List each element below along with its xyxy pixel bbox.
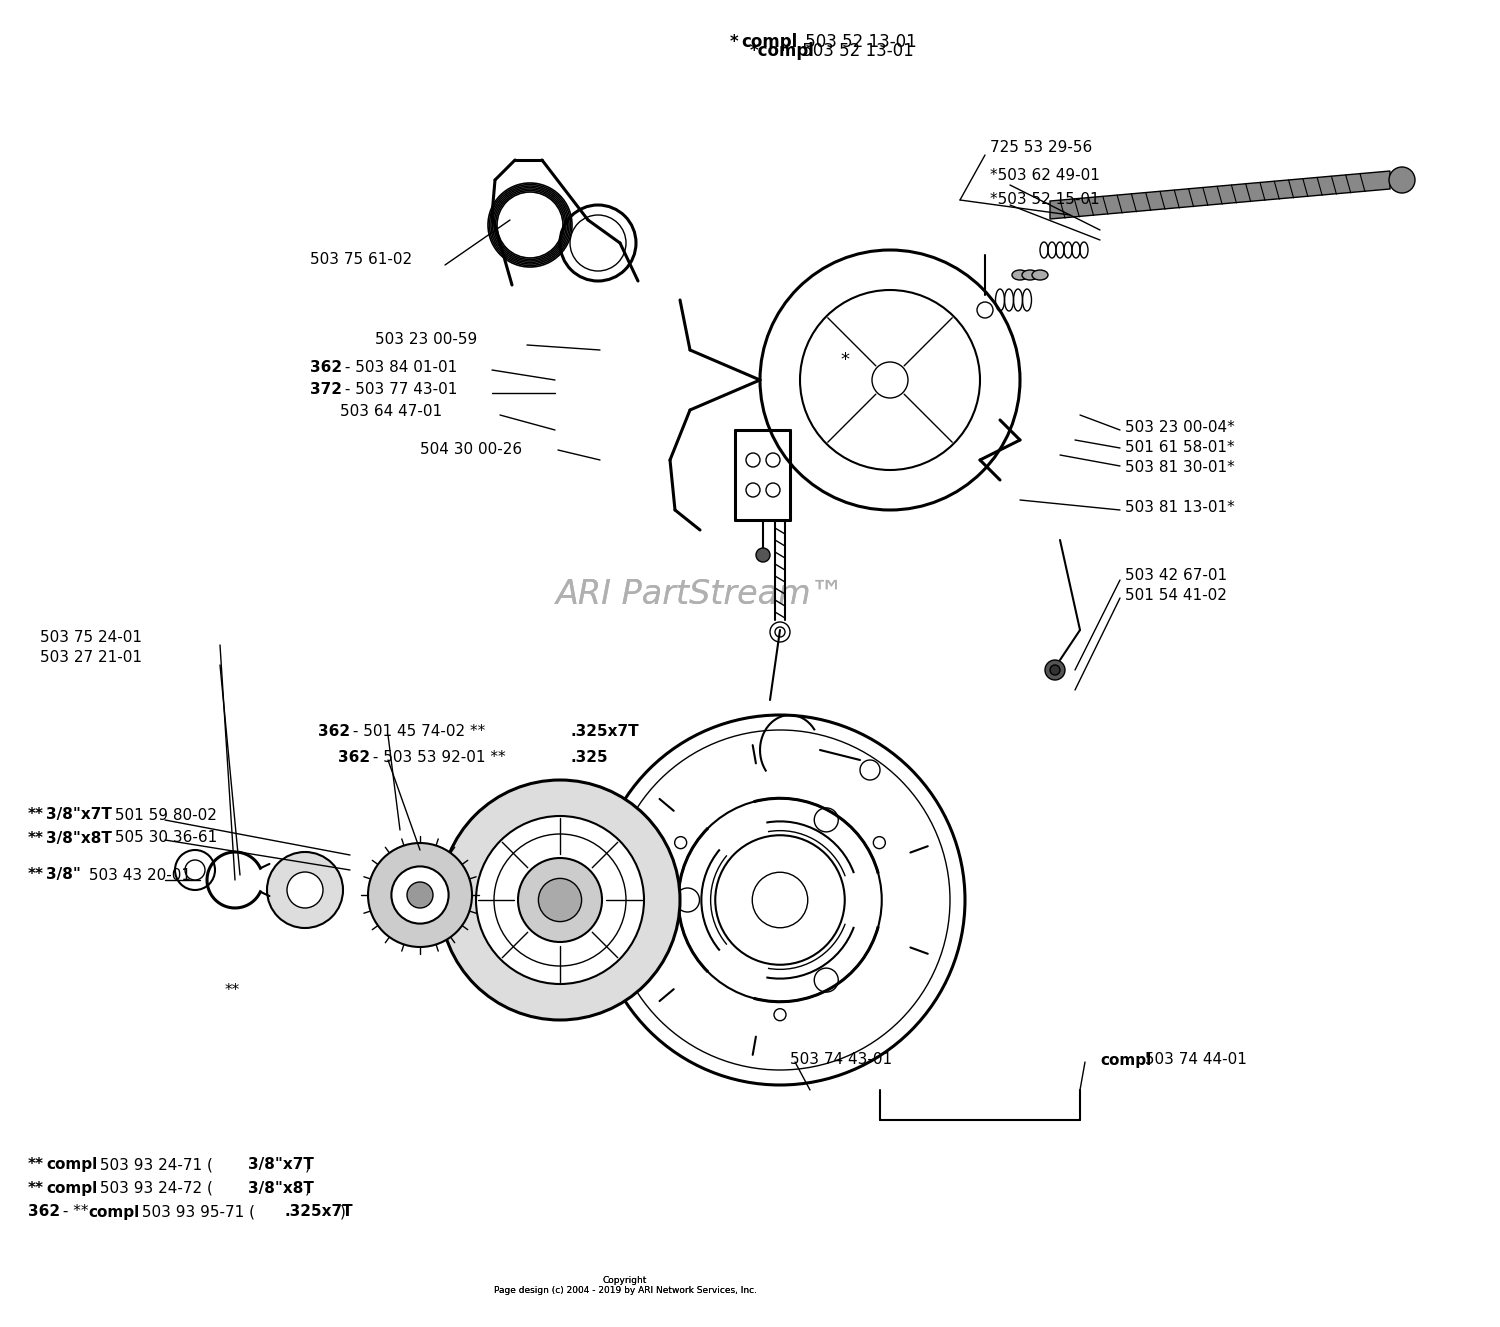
Circle shape xyxy=(406,882,433,908)
Text: Copyright
Page design (c) 2004 - 2019 by ARI Network Services, Inc.: Copyright Page design (c) 2004 - 2019 by… xyxy=(494,1275,756,1295)
Text: 3/8"x7T: 3/8"x7T xyxy=(46,808,112,823)
Text: 503 52 13-01: 503 52 13-01 xyxy=(800,33,916,50)
Circle shape xyxy=(368,843,472,947)
Text: 503 52 13-01: 503 52 13-01 xyxy=(796,42,914,60)
Text: Copyright
Page design (c) 2004 - 2019 by ARI Network Services, Inc.: Copyright Page design (c) 2004 - 2019 by… xyxy=(494,1275,756,1295)
Text: 3/8"x8T: 3/8"x8T xyxy=(46,831,112,845)
Text: **: ** xyxy=(28,1157,44,1173)
Text: 503 74 44-01: 503 74 44-01 xyxy=(1140,1052,1246,1067)
Text: 503 75 61-02: 503 75 61-02 xyxy=(310,252,413,268)
Text: 503 27 21-01: 503 27 21-01 xyxy=(40,650,142,666)
Text: 504 30 00-26: 504 30 00-26 xyxy=(420,442,522,458)
Circle shape xyxy=(518,859,602,942)
Text: ): ) xyxy=(340,1205,346,1220)
Text: - **: - ** xyxy=(58,1205,88,1220)
Text: compl: compl xyxy=(46,1181,98,1196)
Text: **: ** xyxy=(28,831,44,845)
Text: .325: .325 xyxy=(570,751,608,766)
Text: 3/8": 3/8" xyxy=(46,868,81,882)
Text: - 501 45 74-02 **: - 501 45 74-02 ** xyxy=(348,725,486,739)
Text: 3/8"x7T: 3/8"x7T xyxy=(248,1157,314,1173)
Text: 503 43 20-01: 503 43 20-01 xyxy=(84,868,190,882)
Text: 503 81 13-01*: 503 81 13-01* xyxy=(1125,500,1234,515)
Circle shape xyxy=(756,548,770,563)
Text: *503 52 15-01: *503 52 15-01 xyxy=(990,192,1100,207)
Text: - 503 77 43-01: - 503 77 43-01 xyxy=(340,382,458,398)
Text: *503 62 49-01: *503 62 49-01 xyxy=(990,167,1100,183)
Text: compl: compl xyxy=(88,1205,140,1220)
Ellipse shape xyxy=(1032,269,1048,280)
Text: ): ) xyxy=(304,1181,310,1196)
Circle shape xyxy=(440,780,680,1020)
Text: *: * xyxy=(840,352,849,369)
Text: *compl: *compl xyxy=(750,42,814,60)
Text: 362: 362 xyxy=(310,361,342,376)
Text: 503 93 24-72 (: 503 93 24-72 ( xyxy=(94,1181,213,1196)
Circle shape xyxy=(286,872,322,908)
Text: ): ) xyxy=(304,1157,310,1173)
Text: ARI PartStream™: ARI PartStream™ xyxy=(555,579,844,612)
Text: 503 23 00-59: 503 23 00-59 xyxy=(375,333,477,348)
Circle shape xyxy=(538,878,582,921)
Text: 362: 362 xyxy=(28,1205,60,1220)
Text: 503 81 30-01*: 503 81 30-01* xyxy=(1125,460,1234,475)
Text: 503 75 24-01: 503 75 24-01 xyxy=(40,630,142,645)
Text: - 503 84 01-01: - 503 84 01-01 xyxy=(340,361,458,376)
Text: compl: compl xyxy=(46,1157,98,1173)
Text: - 503 53 92-01 **: - 503 53 92-01 ** xyxy=(368,751,506,766)
Text: compl: compl xyxy=(741,33,798,50)
Text: 503 93 95-71 (: 503 93 95-71 ( xyxy=(136,1205,255,1220)
Ellipse shape xyxy=(1013,269,1028,280)
Circle shape xyxy=(1050,665,1060,675)
Text: **: ** xyxy=(225,982,240,998)
Text: 501 54 41-02: 501 54 41-02 xyxy=(1125,588,1227,602)
Text: *: * xyxy=(730,33,738,50)
Text: 505 30 36-61: 505 30 36-61 xyxy=(110,831,218,845)
Text: **: ** xyxy=(28,868,44,882)
Text: compl: compl xyxy=(1100,1052,1152,1067)
Circle shape xyxy=(1046,660,1065,679)
Text: 503 74 43-01: 503 74 43-01 xyxy=(790,1052,892,1067)
Polygon shape xyxy=(1050,171,1390,219)
Circle shape xyxy=(476,816,644,985)
Text: 725 53 29-56: 725 53 29-56 xyxy=(990,141,1092,155)
Text: 3/8"x8T: 3/8"x8T xyxy=(248,1181,314,1196)
Text: 503 23 00-04*: 503 23 00-04* xyxy=(1125,421,1234,435)
Circle shape xyxy=(1389,167,1414,192)
Text: .325x7T: .325x7T xyxy=(570,725,639,739)
Text: 503 42 67-01: 503 42 67-01 xyxy=(1125,568,1227,583)
Text: 503 93 24-71 (: 503 93 24-71 ( xyxy=(94,1157,213,1173)
Text: 501 61 58-01*: 501 61 58-01* xyxy=(1125,441,1234,455)
Circle shape xyxy=(392,867,448,924)
Ellipse shape xyxy=(1022,269,1038,280)
Text: 503 64 47-01: 503 64 47-01 xyxy=(340,405,442,419)
Text: **: ** xyxy=(28,808,44,823)
Text: **: ** xyxy=(28,1181,44,1196)
Text: 362: 362 xyxy=(338,751,370,766)
Text: 501 59 80-02: 501 59 80-02 xyxy=(110,808,218,823)
Text: 372: 372 xyxy=(310,382,342,398)
Circle shape xyxy=(267,852,344,928)
Text: 362: 362 xyxy=(318,725,350,739)
Text: .325x7T: .325x7T xyxy=(285,1205,354,1220)
Text: ARI PartStream™: ARI PartStream™ xyxy=(555,579,844,612)
